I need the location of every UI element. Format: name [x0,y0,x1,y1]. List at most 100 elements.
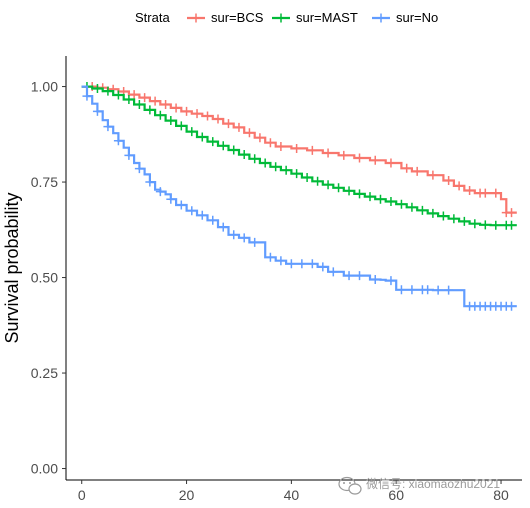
censor-mark [271,162,281,172]
censor-mark [113,90,123,100]
censor-mark [113,136,123,146]
legend-label: sur=No [396,10,438,25]
censor-mark [223,119,233,129]
censor-mark [218,222,228,232]
censor-mark [407,285,417,295]
censor-mark [417,205,427,215]
censor-mark [480,220,490,230]
censor-mark [292,169,302,179]
censor-mark [182,106,192,116]
censor-mark [507,208,517,218]
watermark-text: 微信号: xiaomaozhu2021 [366,477,500,491]
censor-mark [239,150,249,160]
censor-mark [412,166,422,176]
y-axis-title: Survival probability [2,192,22,343]
censor-mark [265,138,275,148]
y-tick-label: 0.25 [31,365,58,381]
censor-mark [355,153,365,163]
censor-mark [480,188,490,198]
censor-mark [92,83,102,93]
censor-mark [140,93,150,103]
plot-area: 0.00 0.25 0.50 0.75 1.00 0 20 40 60 80 [31,56,522,503]
series-layer [81,82,517,311]
series-group-2 [81,85,517,311]
censor-mark [423,285,433,295]
censor-mark [323,180,333,190]
censor-mark [244,128,254,138]
censor-mark [297,259,307,269]
censor-mark [286,259,296,269]
censor-mark [134,164,144,174]
censor-mark [444,176,454,186]
legend-title: Strata [135,10,170,25]
censor-mark [250,154,260,164]
censor-mark [313,176,323,186]
censor-mark [307,259,317,269]
censor-mark [370,274,380,284]
axes-layer: 0.00 0.25 0.50 0.75 1.00 0 20 40 60 80 [31,56,522,503]
x-tick-label: 0 [78,487,86,503]
censor-mark [155,187,165,197]
censor-mark [134,100,144,110]
wechat-bubble-icon [338,476,362,495]
censor-mark [396,199,406,209]
censor-mark [292,143,302,153]
censor-mark [161,100,171,110]
y-tick-label: 1.00 [31,79,58,95]
x-tick-label: 20 [179,487,195,503]
legend-key-censor [276,13,286,23]
series-group-0 [81,82,517,218]
censor-mark [213,114,223,124]
censor-mark [176,121,186,131]
censor-mark [166,194,176,204]
censor-mark [444,285,454,295]
censor-mark [323,148,333,158]
censor-mark [197,210,207,220]
censor-mark [355,271,365,281]
censor-mark [402,163,412,173]
legend-label: sur=MAST [296,10,358,25]
y-tick-label: 0.50 [31,270,58,286]
legend: Strata sur=BCS sur=MAST sur=No [135,10,438,25]
censor-mark [407,202,417,212]
censor-mark [470,219,480,229]
censor-mark [150,96,160,106]
censor-mark [171,103,181,113]
censor-mark [234,122,244,132]
censor-mark [386,197,396,207]
legend-item: sur=BCS [187,10,264,25]
censor-mark [92,106,102,116]
censor-mark [454,181,464,191]
censor-mark [302,172,312,182]
x-tick-label: 80 [493,487,509,503]
censor-mark [124,95,134,105]
censor-mark [276,142,286,152]
censor-mark [218,141,228,151]
censor-mark [328,267,338,277]
y-tick-label: 0.00 [31,461,58,477]
censor-mark [433,285,443,295]
censor-mark [208,215,218,225]
censor-mark [281,165,291,175]
censor-mark [145,177,155,187]
censor-mark [386,276,396,286]
legend-item: sur=No [372,10,438,25]
censor-mark [339,150,349,160]
censor-mark [307,145,317,155]
x-tick-label: 60 [388,487,404,503]
censor-mark [355,189,365,199]
censor-mark [255,133,265,143]
censor-mark [187,127,197,137]
x-tick-label: 40 [284,487,300,503]
censor-mark [82,91,92,101]
censor-mark [507,301,517,311]
censor-mark [145,105,155,115]
censor-mark [507,220,517,230]
censor-mark [260,158,270,168]
censor-mark [386,158,396,168]
censor-mark [491,188,501,198]
censor-mark [344,186,354,196]
censor-mark [465,185,475,195]
censor-mark [250,237,260,247]
